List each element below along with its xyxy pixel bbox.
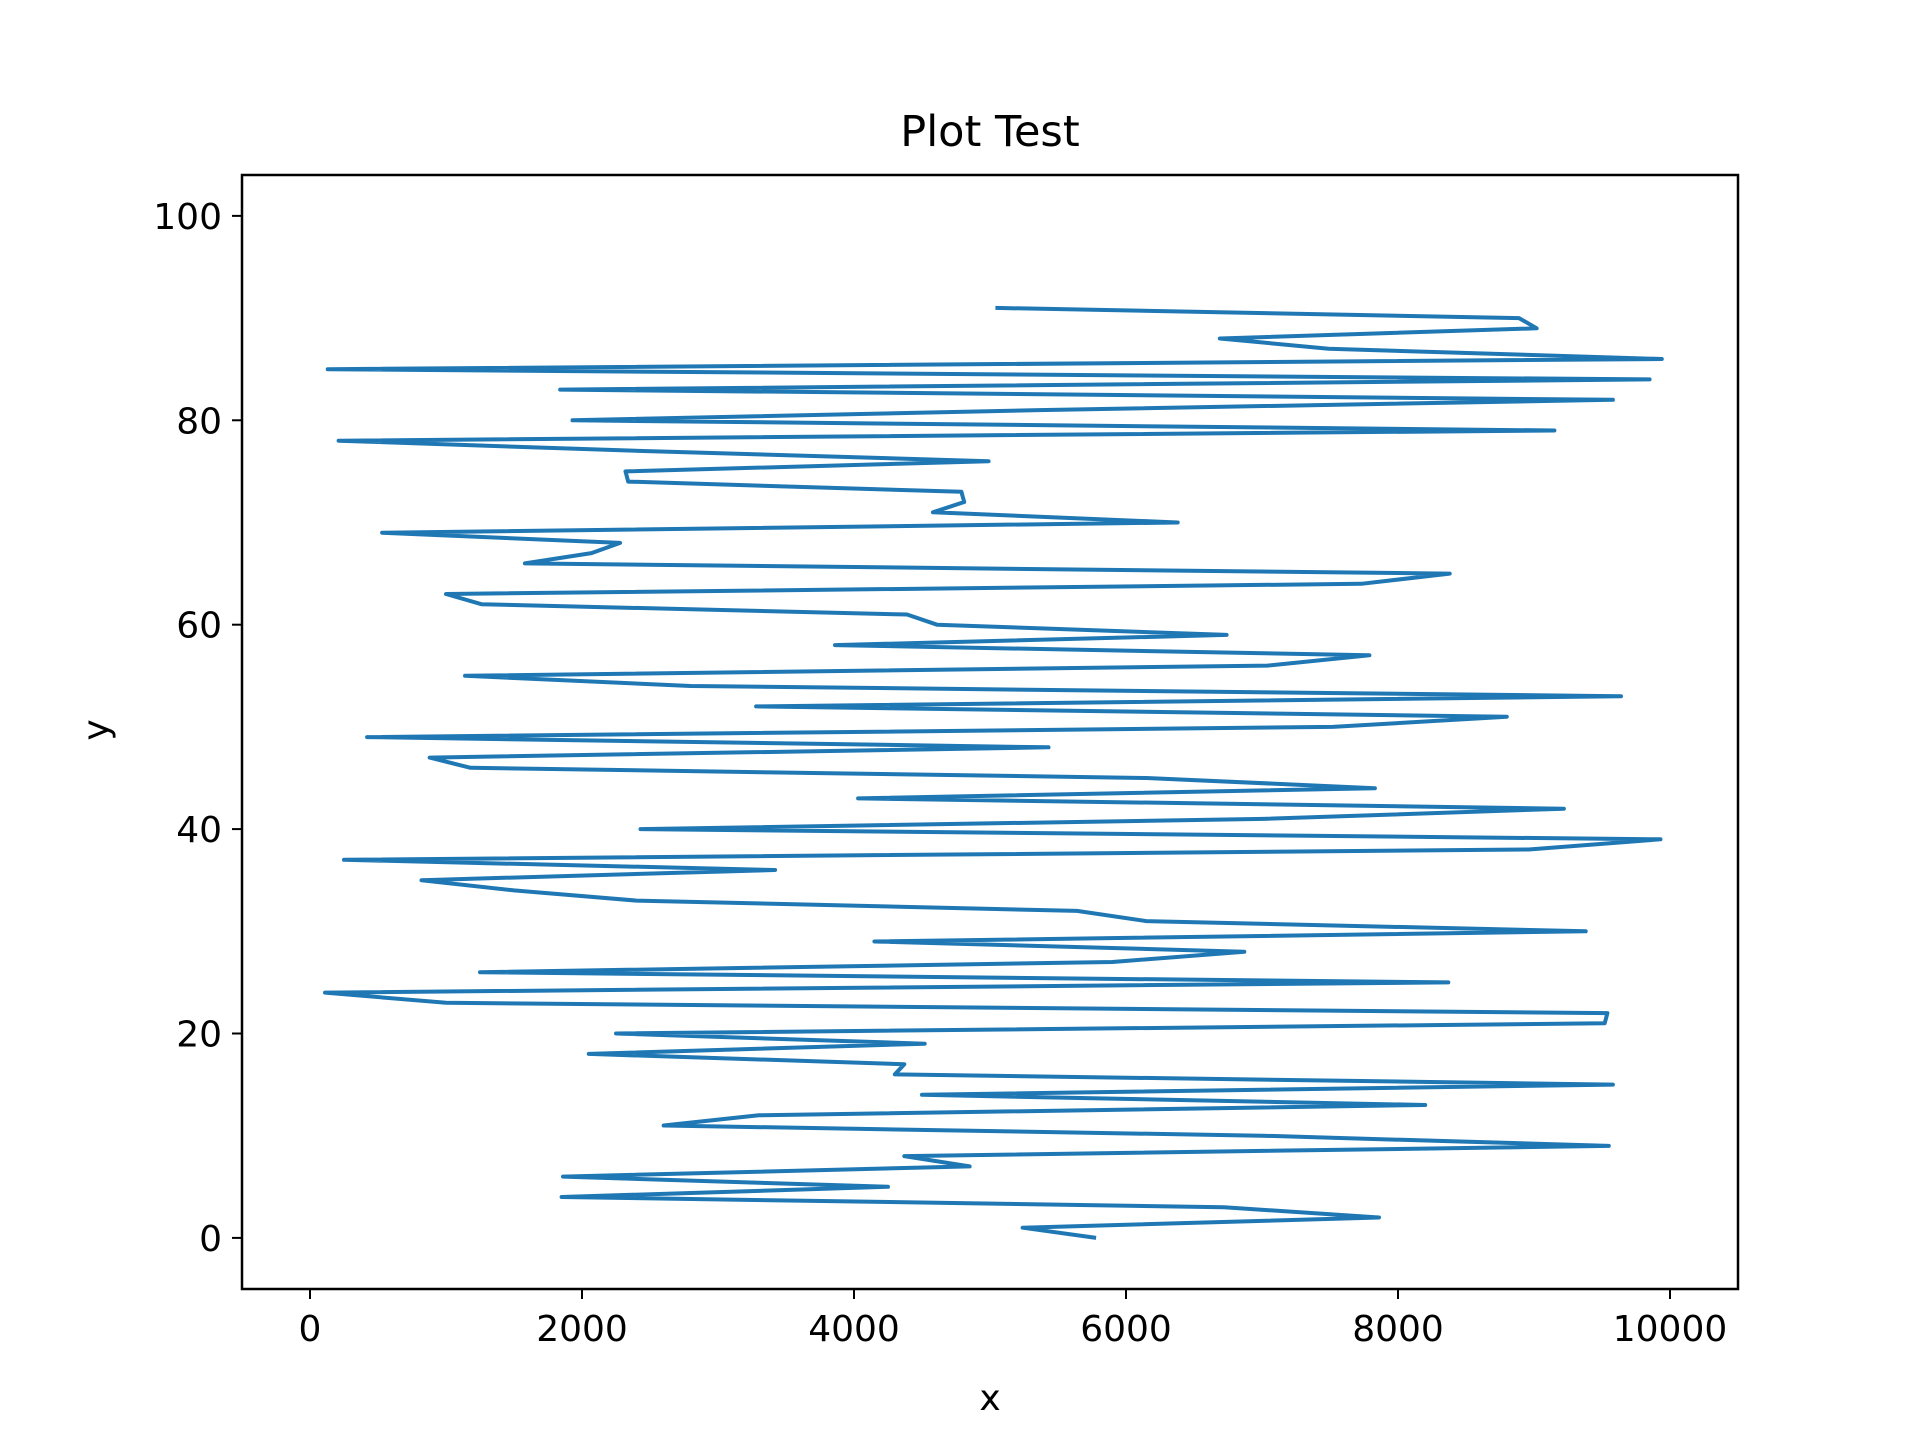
- y-tick-label: 100: [153, 197, 222, 238]
- x-axis-label: x: [979, 1378, 1000, 1419]
- y-axis: 0 20 40 60 80 100: [153, 197, 242, 1260]
- x-axis: 0 2000 4000 6000 8000 10000: [299, 1289, 1728, 1350]
- plot-area: [323, 305, 1664, 1240]
- x-tick-label: 8000: [1352, 1309, 1444, 1350]
- x-tick-label: 0: [299, 1309, 322, 1350]
- y-tick-label: 20: [176, 1014, 222, 1055]
- y-tick-label: 80: [176, 401, 222, 442]
- y-tick-label: 0: [199, 1219, 222, 1260]
- x-tick-label: 2000: [536, 1309, 628, 1350]
- y-axis-label: y: [76, 719, 117, 740]
- x-tick-label: 4000: [808, 1309, 900, 1350]
- x-tick-label: 6000: [1080, 1309, 1172, 1350]
- y-tick-label: 60: [176, 606, 222, 647]
- series-line: [323, 305, 1664, 1240]
- x-tick-label: 10000: [1613, 1309, 1728, 1350]
- y-tick-label: 40: [176, 810, 222, 851]
- chart-title: Plot Test: [900, 107, 1079, 157]
- axes-frame: [240, 173, 1740, 1291]
